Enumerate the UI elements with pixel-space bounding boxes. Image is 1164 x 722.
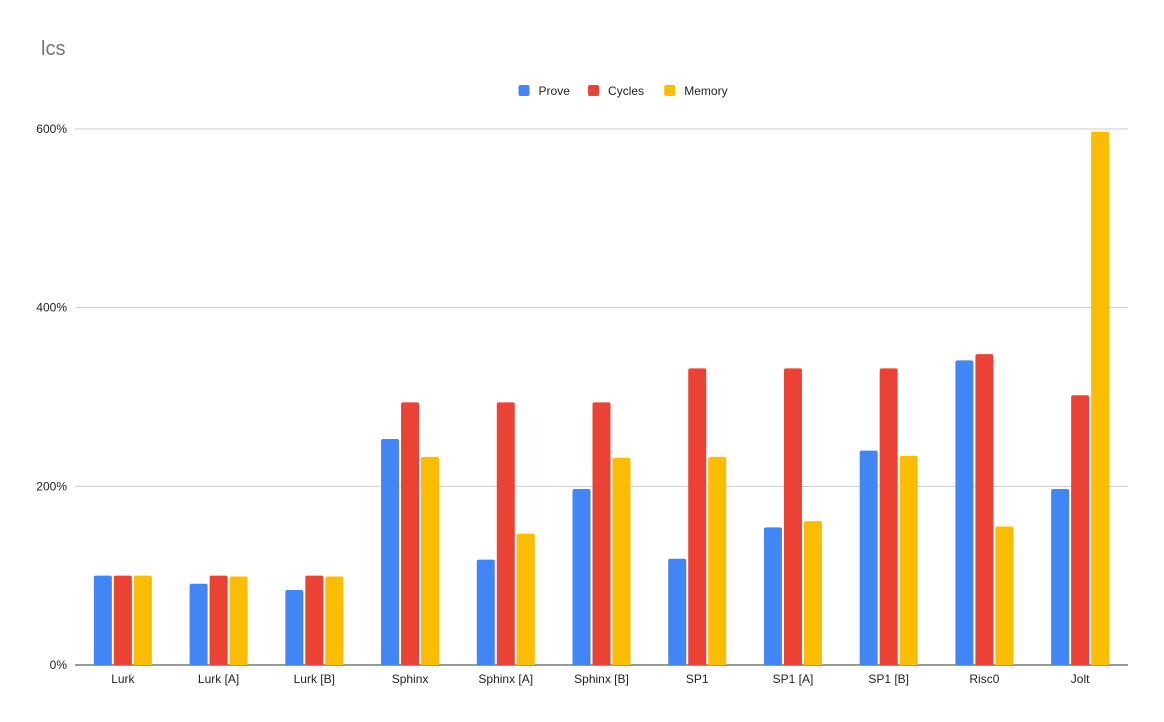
bar-cycles (1071, 395, 1090, 665)
bar-prove (381, 438, 400, 665)
bar-memory (421, 456, 440, 665)
bar-cycles (305, 575, 324, 665)
x-tick-label: Lurk (111, 672, 135, 686)
y-tick-label: 200% (36, 479, 67, 493)
bar-cycles (688, 368, 707, 665)
chart-title: lcs (41, 38, 66, 60)
x-tick-label: Jolt (1071, 672, 1090, 686)
bar-prove (955, 360, 974, 665)
bar-memory (612, 457, 631, 665)
legend-label: Cycles (608, 84, 644, 98)
bar-cycles (401, 402, 420, 665)
bar-prove (572, 489, 591, 665)
y-tick-label: 0% (50, 658, 68, 672)
y-tick-label: 400% (36, 301, 67, 315)
bar-memory (516, 533, 535, 665)
bar-cycles (975, 354, 994, 665)
bar-memory (325, 576, 344, 665)
bar-cycles (592, 402, 611, 665)
bar-memory (708, 456, 727, 665)
y-tick-label: 600% (36, 122, 67, 136)
bar-prove (93, 575, 112, 665)
bar-memory (995, 526, 1014, 665)
bar-cycles (879, 368, 898, 665)
x-tick-label: Sphinx [B] (574, 672, 629, 686)
x-tick-label: SP1 [A] (773, 672, 814, 686)
bar-prove (285, 589, 304, 665)
legend-swatch-memory (664, 85, 676, 96)
bar-prove (189, 583, 208, 665)
x-tick-label: Lurk [A] (198, 672, 239, 686)
x-tick-label: Sphinx [A] (478, 672, 533, 686)
bar-cycles (113, 575, 132, 665)
bar-prove (763, 527, 782, 665)
bar-prove (859, 450, 878, 665)
x-tick-label: Sphinx (392, 672, 429, 686)
x-tick-label: Lurk [B] (294, 672, 335, 686)
bar-prove (668, 558, 687, 665)
legend-swatch-cycles (588, 85, 600, 96)
bar-memory (1091, 131, 1110, 665)
bar-memory (899, 455, 918, 665)
legend-swatch-prove (518, 85, 530, 96)
legend-label: Prove (539, 84, 571, 98)
bar-cycles (496, 402, 515, 665)
bar-memory (803, 521, 822, 665)
bar-prove (476, 559, 495, 665)
legend-label: Memory (684, 84, 727, 98)
bar-cycles (783, 368, 802, 665)
x-tick-label: SP1 [B] (868, 672, 909, 686)
bar-memory (133, 575, 152, 665)
bar-cycles (209, 575, 228, 665)
x-tick-label: SP1 (686, 672, 709, 686)
bar-memory (229, 576, 248, 665)
bar-prove (1051, 489, 1070, 665)
x-tick-label: Risc0 (969, 672, 999, 686)
